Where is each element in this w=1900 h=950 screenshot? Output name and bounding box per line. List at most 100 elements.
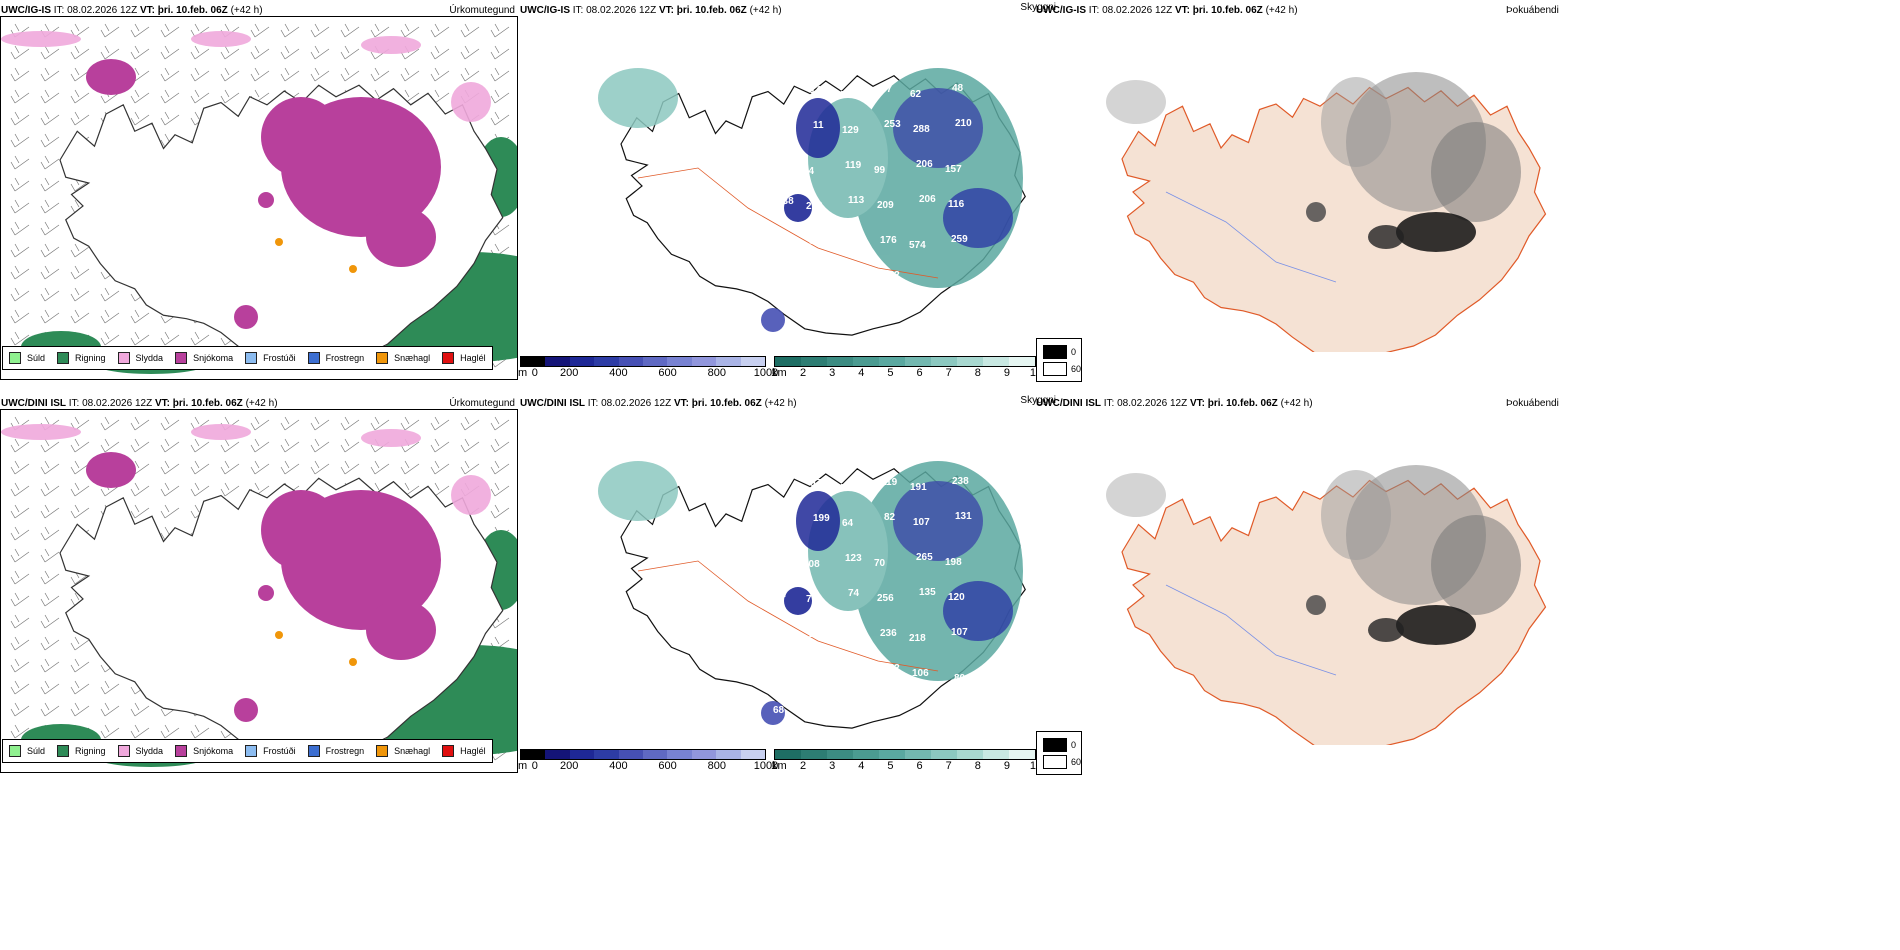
visibility-colorbar-m: 0 200 400 600 800 1000 m [518, 356, 778, 379]
river-line [1165, 191, 1337, 283]
valid-time-label: VT: [658, 5, 674, 16]
precip-legend: Súld Rigning Slydda Snjókoma Frostúði Frostre… [2, 739, 493, 763]
fog-index-panel: UWC/DINI ISL IT: 08.02.2026 12Z VT: þri.… [1036, 393, 1900, 775]
colorbar-segment [618, 750, 644, 759]
colorbar-tick: 1000 [753, 367, 779, 379]
very-low-vis-area [761, 308, 785, 332]
fog-area [1431, 122, 1521, 222]
panel-title: Þokuábendi [1506, 5, 1559, 16]
legend-label: Snjókoma [193, 353, 234, 363]
visibility-panel: UWC/IG-IS IT: 08.02.2026 12Z VT: þri. 10… [518, 0, 1056, 380]
visibility-value-label: 11 [813, 120, 824, 131]
sleet-area [451, 475, 491, 515]
colorbar-segment [905, 750, 931, 759]
colorbar-unit: km [772, 760, 787, 772]
init-time-label: IT: [68, 398, 80, 409]
colorbar-tick: 7 [945, 367, 952, 379]
colorbar-segment [521, 357, 546, 366]
valid-time: þri. 10.feb. 06Z [1207, 398, 1278, 409]
fog-index-legend: 0 60 [1036, 731, 1082, 775]
precip-type-panel: UWC/DINI ISL IT: 08.02.2026 12Z VT: þri.… [0, 393, 518, 773]
fog-high-swatch [1043, 345, 1067, 359]
legend-swatch [57, 745, 70, 757]
model-name: UWC/IG-IS [1036, 5, 1086, 16]
visibility-value-label: 99 [874, 165, 886, 176]
lead-time: (+42 h) [230, 5, 263, 16]
colorbar-segment [740, 750, 766, 759]
colorbar-unit: m [518, 367, 528, 379]
precip-type-panel: UWC/IG-IS IT: 08.02.2026 12Z VT: þri. 10… [0, 0, 518, 380]
colorbar-segments [520, 356, 766, 367]
precip-legend: Súld Rigning Slydda Snjókoma Frostúði Frostre… [2, 346, 493, 370]
visibility-value-label: 238 [952, 476, 969, 487]
very-low-vis-area [943, 581, 1013, 641]
init-time: 08.02.2026 12Z [586, 5, 657, 16]
fog-high-label: 0 [1071, 347, 1077, 357]
colorbar-segments [774, 356, 1036, 367]
visibility-value-label: 125 [780, 242, 797, 253]
visibility-colorbar-km: 12345678910km [771, 356, 1042, 379]
visibility-value-label: 107 [839, 483, 856, 494]
river-line [1165, 584, 1337, 676]
colorbar-tick: 8 [974, 367, 981, 379]
legend-label: Frostregn [325, 353, 365, 363]
visibility-value-label: 259 [951, 234, 968, 245]
init-time: 08.02.2026 12Z [82, 398, 153, 409]
very-low-vis-area [796, 98, 840, 158]
visibility-value-label: 116 [948, 199, 965, 210]
legend-swatch [245, 745, 258, 757]
colorbar-segment [618, 357, 644, 366]
panel-header: UWC/DINI ISL IT: 08.02.2026 12Z VT: þri.… [520, 398, 797, 410]
colorbar-segment [853, 357, 879, 366]
visibility-value-label: 68 [773, 705, 785, 716]
legend-swatch [117, 352, 130, 364]
valid-time: þri. 10.feb. 06Z [157, 5, 228, 16]
legend-item: Snjókoma [175, 352, 233, 364]
visibility-value-label: 107 [913, 517, 930, 528]
init-time: 08.02.2026 12Z [601, 398, 672, 409]
colorbar-segment [983, 750, 1009, 759]
sleet-area [1, 424, 81, 440]
visibility-value-label: 206 [780, 635, 797, 646]
model-name: UWC/DINI ISL [1, 398, 66, 409]
model-name: UWC/DINI ISL [1036, 398, 1101, 409]
colorbar-unit: km [772, 367, 787, 379]
colorbar-segment [569, 750, 595, 759]
legend-label: Snjókoma [193, 746, 234, 756]
visibility-value-label: 191 [910, 482, 927, 493]
lead-time: (+42 h) [749, 5, 782, 16]
visibility-value-label: 106 [912, 668, 929, 679]
colorbar-segment [716, 357, 741, 366]
fog-dense-area [1368, 225, 1404, 249]
fog-area [1106, 473, 1166, 517]
panel-header: UWC/DINI ISL IT: 08.02.2026 12Z VT: þri.… [1036, 398, 1313, 410]
colorbar-tick: 1000 [753, 760, 779, 772]
visibility-value-label: 123 [845, 553, 862, 564]
low-vis-area [598, 461, 678, 521]
colorbar-segments [520, 749, 766, 760]
very-low-vis-area [796, 491, 840, 551]
visibility-value-label: 574 [909, 240, 926, 251]
fog-area [1321, 77, 1391, 167]
visibility-value-label: 149 [770, 670, 787, 681]
road-line [637, 167, 939, 279]
fog-index-map [1106, 72, 1547, 352]
colorbar-segment [667, 357, 692, 366]
visibility-value-label: 152 [841, 669, 858, 680]
visibility-value-label: 120 [771, 519, 788, 530]
colorbar-segment [545, 750, 570, 759]
colorbar-segment [957, 357, 983, 366]
colorbar-segment [691, 357, 717, 366]
fog-dense-area [1396, 605, 1476, 645]
valid-time-label: VT: [1174, 5, 1190, 16]
init-time-label: IT: [53, 5, 65, 16]
legend-label: Haglél [460, 746, 486, 756]
very-low-vis-area [784, 587, 812, 615]
legend-item: Rigning [57, 352, 106, 364]
colorbar-segment [667, 750, 692, 759]
visibility-value-label: 188 [774, 554, 791, 565]
colorbar-ticks: 0 200 400 600 800 1000 [520, 760, 779, 772]
visibility-value-label: 70 [874, 558, 886, 569]
legend-swatch [376, 352, 389, 364]
panel-header: UWC/IG-IS IT: 08.02.2026 12Z VT: þri. 10… [1, 5, 263, 17]
